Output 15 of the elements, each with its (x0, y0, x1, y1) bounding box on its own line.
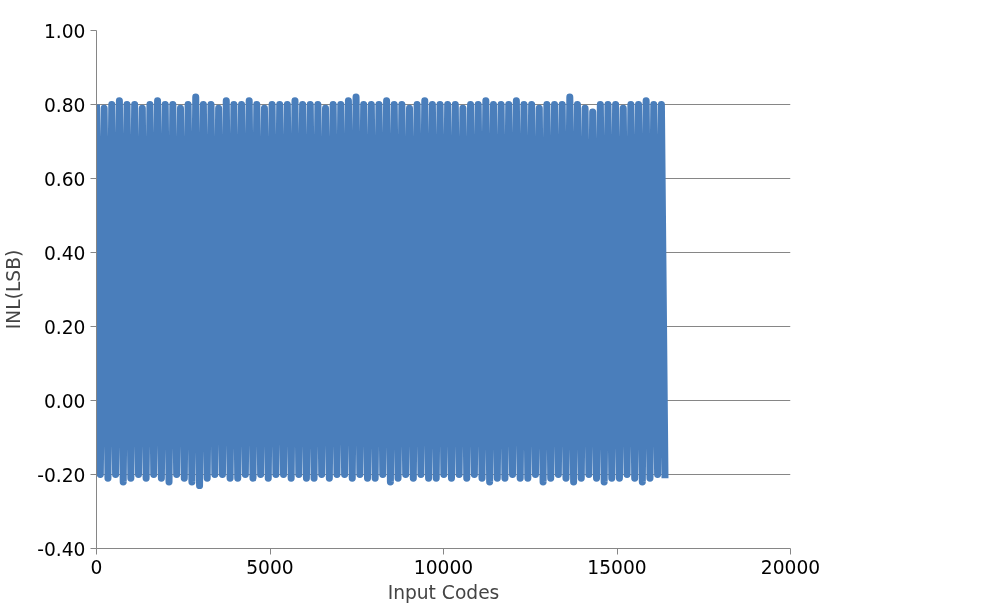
x-tick-label: 0 (90, 556, 103, 578)
y-axis-title: INL(LSB) (3, 249, 25, 330)
y-tick-label: 0.40 (43, 242, 86, 264)
y-tick-label: -0.20 (37, 464, 86, 486)
y-tick-label: -0.40 (37, 538, 86, 560)
y-tick-label: 1.00 (43, 20, 86, 42)
x-tick-label: 10000 (413, 556, 474, 578)
y-tick-label: 0.00 (43, 390, 86, 412)
x-axis-title: Input Codes (387, 581, 500, 603)
x-tick-label: 5000 (246, 556, 294, 578)
y-tick-label: 0.80 (43, 94, 86, 116)
x-tick-label: 15000 (587, 556, 647, 578)
y-tick-label: 0.60 (43, 168, 86, 190)
y-tick-label: 0.20 (43, 316, 86, 338)
x-tick-label: 20000 (760, 556, 821, 578)
